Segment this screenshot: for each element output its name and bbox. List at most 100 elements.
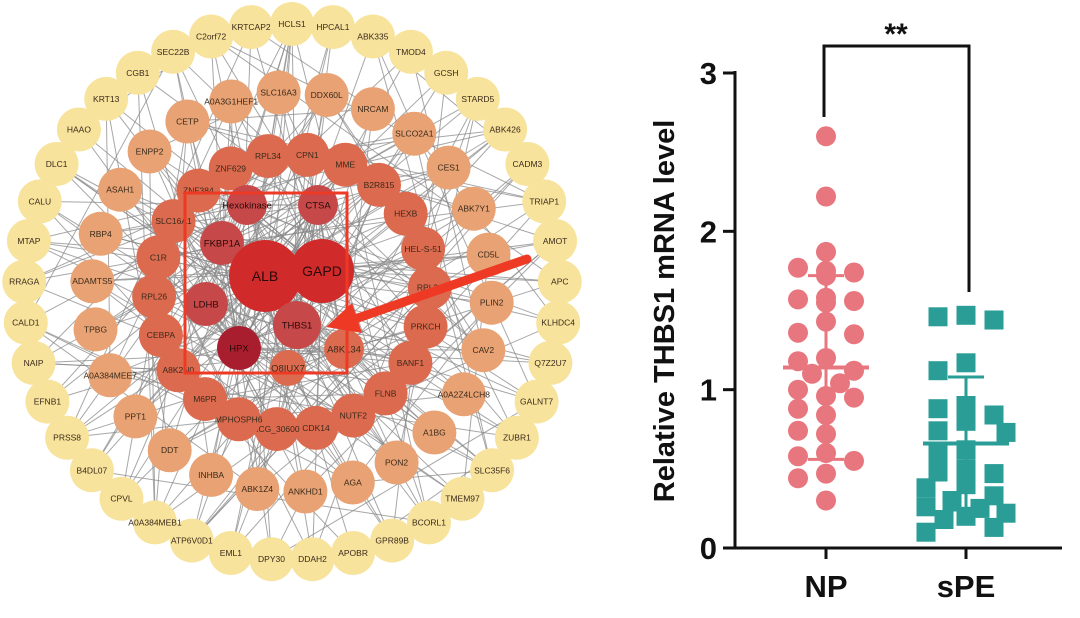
node-label: CPN1 bbox=[296, 150, 319, 160]
node-circle bbox=[151, 29, 196, 74]
node-circle bbox=[2, 259, 47, 304]
data-point bbox=[788, 468, 808, 489]
network-node: CALU bbox=[17, 179, 62, 224]
node-circle bbox=[401, 226, 446, 271]
network-node: FKBP1A bbox=[200, 221, 244, 265]
node-label: PPT1 bbox=[125, 411, 147, 421]
node-label: HAAO bbox=[67, 125, 91, 135]
y-tick-label: 2 bbox=[700, 214, 717, 249]
node-circle bbox=[165, 99, 210, 144]
node-circle bbox=[294, 405, 338, 450]
node-label: PRKCH bbox=[411, 322, 441, 332]
node-label: A8K134 bbox=[327, 344, 361, 355]
data-point bbox=[844, 262, 864, 283]
node-circle bbox=[283, 469, 328, 514]
network-node: ABK426 bbox=[483, 107, 528, 152]
node-circle bbox=[133, 500, 177, 545]
node-label: RBP4 bbox=[90, 229, 112, 239]
node-circle bbox=[246, 134, 290, 179]
node-label: AMOT bbox=[543, 236, 568, 246]
network-edge bbox=[210, 324, 298, 476]
node-label: ABK1Z4 bbox=[241, 484, 273, 494]
node-label: hCG_30600 bbox=[254, 424, 300, 434]
node-circle bbox=[357, 162, 401, 207]
node-label: A0A384MEB1 bbox=[128, 517, 182, 527]
node-circle bbox=[113, 394, 158, 439]
node-circle bbox=[494, 415, 539, 460]
data-point bbox=[816, 186, 836, 207]
network-node: ADAMTS5 bbox=[70, 259, 115, 304]
node-circle bbox=[350, 14, 395, 59]
network-node: CES1 bbox=[426, 145, 471, 190]
node-label: ZUBR1 bbox=[503, 433, 531, 443]
network-node: Q7Z2U7 bbox=[528, 341, 573, 385]
node-label: KRT13 bbox=[93, 94, 120, 104]
network-node: CPVL bbox=[99, 476, 144, 521]
network-edge bbox=[197, 190, 240, 349]
node-circle bbox=[451, 186, 496, 231]
node-circle bbox=[183, 377, 227, 422]
network-node: NRCAM bbox=[350, 87, 395, 132]
node-label: ZNF629 bbox=[215, 163, 246, 173]
node-label: M6PR bbox=[193, 394, 217, 404]
network-node: GPR89B bbox=[370, 518, 415, 563]
network-node: EFNB1 bbox=[25, 379, 70, 424]
network-node: MTAP bbox=[6, 219, 51, 263]
x-axis: NP sPE bbox=[735, 546, 1062, 604]
node-circle bbox=[370, 518, 415, 563]
node-circle bbox=[330, 460, 375, 505]
node-circle bbox=[537, 259, 582, 304]
node-label: ABK426 bbox=[489, 125, 520, 135]
network-node: LDHB bbox=[184, 282, 228, 326]
network-node: KLHDC4 bbox=[536, 300, 581, 345]
node-label: HEL-S-51 bbox=[404, 244, 442, 254]
data-point bbox=[956, 506, 976, 526]
node-circle bbox=[70, 259, 115, 304]
network-edge bbox=[238, 347, 411, 364]
network-node: SLC35F6 bbox=[470, 448, 515, 493]
node-label: TRIAP1 bbox=[529, 196, 559, 206]
network-node: AMOT bbox=[533, 219, 578, 263]
node-label: EML1 bbox=[220, 548, 242, 558]
network-node: MME bbox=[323, 142, 368, 187]
data-point bbox=[984, 517, 1004, 537]
node-label: GALNT7 bbox=[520, 397, 553, 407]
node-circle bbox=[350, 87, 395, 132]
node-label: Q8IUX7 bbox=[271, 363, 305, 374]
node-circle bbox=[363, 371, 408, 416]
node-label: APOBR bbox=[338, 548, 368, 558]
node-circle bbox=[189, 14, 234, 59]
node-circle bbox=[324, 329, 364, 369]
node-label: ATP6V0D1 bbox=[171, 536, 213, 546]
node-circle bbox=[470, 448, 515, 493]
node-label: HCLS1 bbox=[278, 19, 306, 29]
node-circle bbox=[176, 168, 221, 213]
data-point bbox=[916, 522, 936, 542]
node-circle bbox=[227, 185, 267, 225]
bracket-line bbox=[822, 44, 971, 292]
network-node: ABK7Y1 bbox=[451, 186, 496, 231]
node-label: ALB bbox=[252, 268, 278, 284]
node-label: LDHB bbox=[193, 299, 218, 310]
node-circle bbox=[17, 179, 62, 224]
node-label: CPVL bbox=[110, 494, 132, 504]
node-circle bbox=[11, 341, 56, 385]
data-point bbox=[928, 421, 948, 441]
node-label: A8K2N0 bbox=[162, 365, 194, 375]
network-node: NAIP bbox=[11, 341, 56, 385]
network-edge bbox=[154, 367, 289, 523]
error-bars bbox=[783, 274, 1009, 512]
network-node: A1BG bbox=[412, 410, 457, 455]
node-label: DLC1 bbox=[46, 159, 68, 169]
node-label: ZNF384 bbox=[183, 186, 214, 196]
node-label: GPR89B bbox=[375, 536, 409, 546]
network-node: GAPD bbox=[290, 239, 354, 303]
node-label: NAIP bbox=[24, 358, 44, 368]
network-edge bbox=[205, 303, 317, 429]
node-label: CETP bbox=[176, 117, 199, 127]
node-circle bbox=[184, 282, 228, 326]
node-label: B4DL07 bbox=[77, 465, 108, 475]
node-circle bbox=[505, 142, 550, 186]
network-node: CDK14 bbox=[294, 405, 338, 450]
